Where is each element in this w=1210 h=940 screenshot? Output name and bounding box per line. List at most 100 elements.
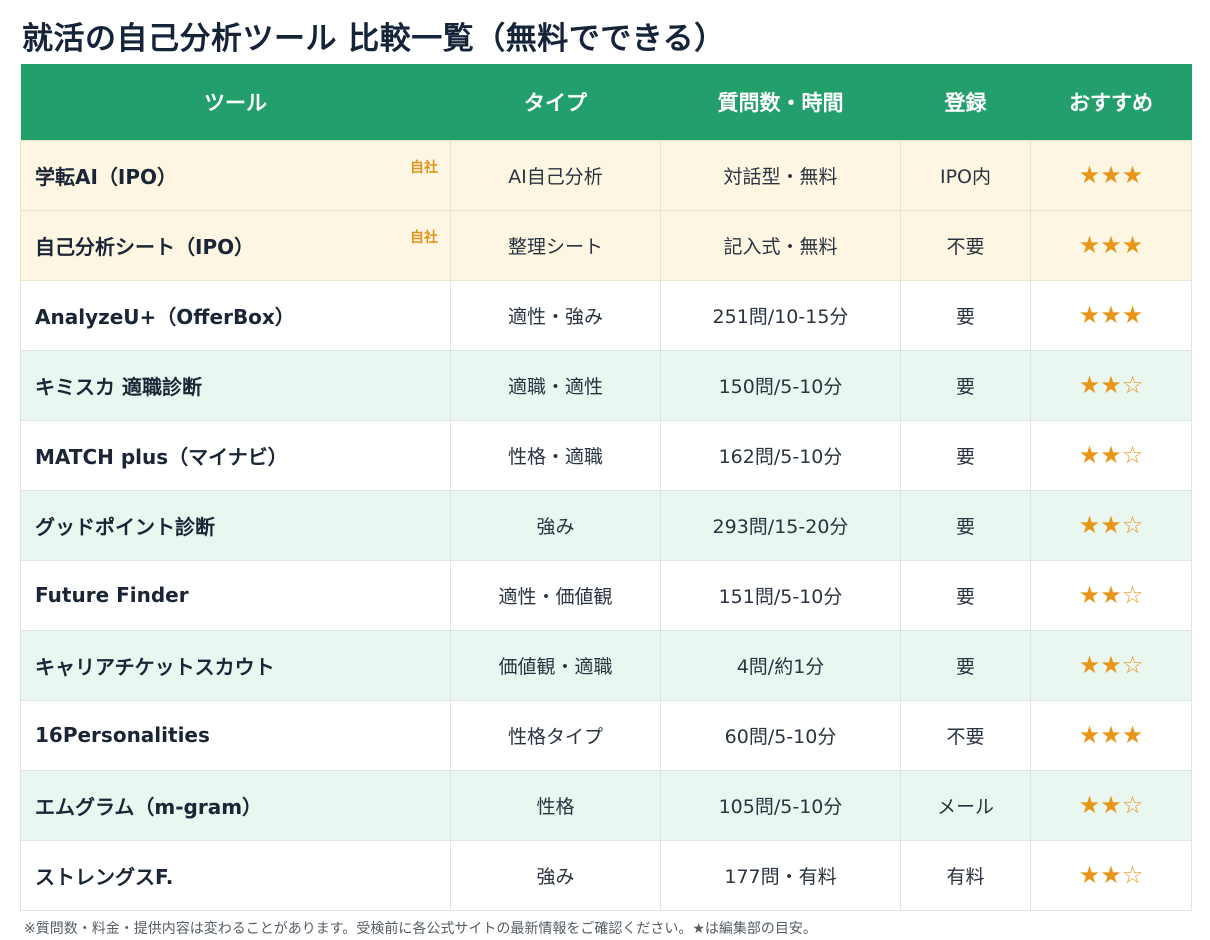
rating-stars: ★★★ (1078, 301, 1144, 329)
table-row: 自己分析シート（IPO） 自社 整理シート 記入式・無料 不要 ★★★ (20, 209, 1192, 281)
questions-time-cell: 60問/5-10分 (660, 699, 901, 771)
questions-time-cell: 4問/約1分 (660, 629, 901, 701)
questions-time-cell: 150問/5-10分 (660, 349, 901, 421)
rating-cell: ★★☆ (1030, 629, 1192, 701)
tool-name: 16Personalities (35, 723, 210, 747)
tool-name-cell: エムグラム（m-gram） (20, 769, 451, 841)
tool-name: AnalyzeU+（OfferBox） (35, 304, 295, 329)
questions-time-cell: 151問/5-10分 (660, 559, 901, 631)
questions-time-cell: 177問・有料 (660, 839, 901, 911)
registration-cell: 要 (900, 489, 1031, 561)
own-company-badge: 自社 (410, 229, 438, 246)
tool-name-cell: 学転AI（IPO） 自社 (20, 139, 451, 211)
tool-name-cell: グッドポイント診断 (20, 489, 451, 561)
table-header-row: ツール タイプ 質問数・時間 登録 おすすめ (20, 64, 1192, 140)
tool-name: 学転AI（IPO） (35, 164, 178, 189)
type-cell: 整理シート (450, 209, 661, 281)
header-type: タイプ (450, 64, 661, 140)
registration-cell: 要 (900, 349, 1031, 421)
registration-cell: 不要 (900, 209, 1031, 281)
tool-name: ストレングスF. (35, 864, 174, 889)
header-registration: 登録 (900, 64, 1031, 140)
rating-cell: ★★☆ (1030, 489, 1192, 561)
table-row: Future Finder 適性・価値観 151問/5-10分要 ★★☆ (20, 559, 1192, 631)
rating-cell: ★★☆ (1030, 419, 1192, 491)
rating-stars: ★★★ (1078, 721, 1144, 749)
rating-cell: ★★★ (1030, 139, 1192, 211)
table-row: エムグラム（m-gram） 性格 105問/5-10分 メール ★★☆ (20, 769, 1192, 841)
type-cell: 適性・価値観 (450, 559, 661, 631)
tool-name: エムグラム（m-gram） (35, 794, 263, 819)
rating-cell: ★★☆ (1030, 349, 1192, 421)
tool-name-cell: MATCH plus（マイナビ） (20, 419, 451, 491)
tool-name-cell: キャリアチケットスカウト (20, 629, 451, 701)
registration-cell: 不要 (900, 699, 1031, 771)
tool-name-cell: 自己分析シート（IPO） 自社 (20, 209, 451, 281)
registration-cell: 要 (900, 559, 1031, 631)
registration-cell: メール (900, 769, 1031, 841)
rating-stars: ★★☆ (1078, 511, 1144, 539)
table-row: ストレングスF. 強み 177問・有料 有料 ★★☆ (20, 839, 1192, 911)
type-cell: AI自己分析 (450, 139, 661, 211)
type-cell: 適性・強み (450, 279, 661, 351)
rating-stars: ★★☆ (1078, 581, 1144, 609)
table-row: MATCH plus（マイナビ） 性格・適職 162問/5-10分要 ★★☆ (20, 419, 1192, 491)
type-cell: 性格タイプ (450, 699, 661, 771)
tool-name: 自己分析シート（IPO） (35, 234, 255, 259)
type-cell: 適職・適性 (450, 349, 661, 421)
questions-time-cell: 記入式・無料 (660, 209, 901, 281)
rating-stars: ★★☆ (1078, 441, 1144, 469)
table-row: キミスカ 適職診断 適職・適性 150問/5-10分要 ★★☆ (20, 349, 1192, 421)
tool-name-cell: キミスカ 適職診断 (20, 349, 451, 421)
rating-stars: ★★☆ (1078, 371, 1144, 399)
tool-name: MATCH plus（マイナビ） (35, 444, 288, 469)
type-cell: 性格 (450, 769, 661, 841)
rating-cell: ★★★ (1030, 279, 1192, 351)
registration-cell: 有料 (900, 839, 1031, 911)
table-row: グッドポイント診断 強み 293問/15-20分要 ★★☆ (20, 489, 1192, 561)
table-row: キャリアチケットスカウト 価値観・適職 4問/約1分要 ★★☆ (20, 629, 1192, 701)
type-cell: 強み (450, 839, 661, 911)
tool-name-cell: AnalyzeU+（OfferBox） (20, 279, 451, 351)
page-title: 就活の自己分析ツール 比較一覧（無料でできる） (22, 21, 726, 57)
rating-cell: ★★★ (1030, 209, 1192, 281)
table-row: AnalyzeU+（OfferBox） 適性・強み 251問/10-15分要 ★★★ (20, 279, 1192, 351)
type-cell: 強み (450, 489, 661, 561)
tool-name-cell: 16Personalities (20, 699, 451, 771)
tool-name-cell: Future Finder (20, 559, 451, 631)
table-body: 学転AI（IPO） 自社 AI自己分析 対話型・無料 IPO内 ★★★ 自己分析シート（IP… (20, 139, 1192, 911)
questions-time-cell: 対話型・無料 (660, 139, 901, 211)
registration-cell: 要 (900, 629, 1031, 701)
registration-cell: 要 (900, 419, 1031, 491)
header-tool: ツール (20, 64, 451, 140)
table-row: 学転AI（IPO） 自社 AI自己分析 対話型・無料 IPO内 ★★★ (20, 139, 1192, 211)
registration-cell: 要 (900, 279, 1031, 351)
questions-time-cell: 293問/15-20分 (660, 489, 901, 561)
tool-name-cell: ストレングスF. (20, 839, 451, 911)
questions-time-cell: 105問/5-10分 (660, 769, 901, 841)
rating-stars: ★★☆ (1078, 651, 1144, 679)
rating-stars: ★★★ (1078, 231, 1144, 259)
rating-cell: ★★★ (1030, 699, 1192, 771)
type-cell: 価値観・適職 (450, 629, 661, 701)
rating-cell: ★★☆ (1030, 769, 1192, 841)
type-cell: 性格・適職 (450, 419, 661, 491)
registration-cell: IPO内 (900, 139, 1031, 211)
rating-stars: ★★☆ (1078, 791, 1144, 819)
header-questions-time: 質問数・時間 (660, 64, 901, 140)
footnote: ※質問数・料金・提供内容は変わることがあります。受検前に各公式サイトの最新情報を… (24, 921, 817, 937)
rating-cell: ★★☆ (1030, 559, 1192, 631)
comparison-table: ツール タイプ 質問数・時間 登録 おすすめ 学転AI（IPO） 自社 AI自己分析… (20, 64, 1192, 911)
tool-name: Future Finder (35, 583, 189, 607)
own-company-badge: 自社 (410, 159, 438, 176)
questions-time-cell: 251問/10-15分 (660, 279, 901, 351)
rating-stars: ★★☆ (1078, 861, 1144, 889)
table-row: 16Personalities 性格タイプ 60問/5-10分 不要 ★★★ (20, 699, 1192, 771)
tool-name: キャリアチケットスカウト (35, 654, 275, 679)
rating-stars: ★★★ (1078, 161, 1144, 189)
questions-time-cell: 162問/5-10分 (660, 419, 901, 491)
rating-cell: ★★☆ (1030, 839, 1192, 911)
tool-name: キミスカ 適職診断 (35, 374, 202, 399)
tool-name: グッドポイント診断 (35, 514, 215, 539)
header-recommendation: おすすめ (1030, 64, 1192, 140)
